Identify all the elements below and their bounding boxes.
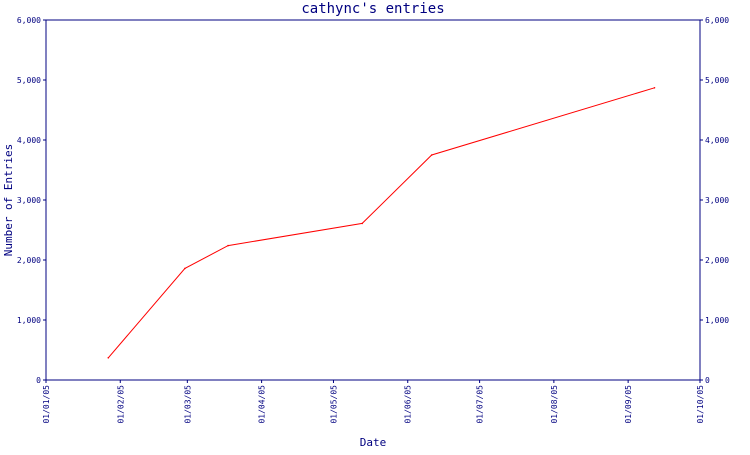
y-axis-left: 0 1,000 2,000 3,000 4,000 5,000 6,000 bbox=[17, 16, 46, 385]
y-tick-label-right: 6,000 bbox=[705, 16, 729, 25]
y-tick-label-right: 0 bbox=[705, 376, 710, 385]
data-point bbox=[653, 87, 656, 89]
y-axis-right: 0 1,000 2,000 3,000 4,000 5,000 6,000 bbox=[700, 16, 729, 385]
y-tick-label-right: 3,000 bbox=[705, 196, 729, 205]
y-tick-label-right: 5,000 bbox=[705, 76, 729, 85]
x-tick-label: 01/04/05 bbox=[258, 385, 267, 424]
x-tick-label: 01/10/05 bbox=[696, 385, 705, 424]
data-point bbox=[184, 267, 186, 270]
x-axis-label: Date bbox=[360, 436, 387, 449]
x-tick-label: 01/02/05 bbox=[116, 385, 125, 424]
data-point bbox=[227, 244, 229, 247]
x-axis: 01/01/05 01/02/05 01/03/05 01/04/05 01/05/05… bbox=[42, 380, 705, 424]
x-tick-label: 01/01/05 bbox=[42, 385, 51, 424]
x-tick-label: 01/03/05 bbox=[183, 385, 192, 424]
x-tick-label: 01/06/05 bbox=[404, 385, 413, 424]
y-tick-label-left: 1,000 bbox=[17, 316, 41, 325]
data-point bbox=[107, 357, 110, 359]
y-tick-label-left: 4,000 bbox=[17, 136, 41, 145]
y-tick-label-right: 2,000 bbox=[705, 256, 729, 265]
series-line bbox=[107, 87, 655, 359]
data-point bbox=[430, 154, 433, 156]
x-tick-label: 01/05/05 bbox=[329, 385, 338, 424]
y-tick-label-left: 2,000 bbox=[17, 256, 41, 265]
y-tick-label-right: 1,000 bbox=[705, 316, 729, 325]
chart-title: cathync's entries bbox=[301, 1, 444, 17]
y-tick-label-left: 0 bbox=[36, 376, 41, 385]
y-tick-label-left: 3,000 bbox=[17, 196, 41, 205]
x-tick-label: 01/07/05 bbox=[476, 385, 485, 424]
x-tick-label: 01/08/05 bbox=[550, 385, 559, 424]
y-tick-label-left: 5,000 bbox=[17, 76, 41, 85]
y-tick-label-right: 4,000 bbox=[705, 136, 729, 145]
y-axis-label: Number of Entries bbox=[2, 144, 15, 257]
plot-frame bbox=[45, 19, 701, 381]
y-tick-label-left: 6,000 bbox=[17, 16, 41, 25]
x-tick-label: 01/09/05 bbox=[624, 385, 633, 424]
series-group bbox=[107, 87, 656, 359]
data-point bbox=[361, 222, 364, 225]
